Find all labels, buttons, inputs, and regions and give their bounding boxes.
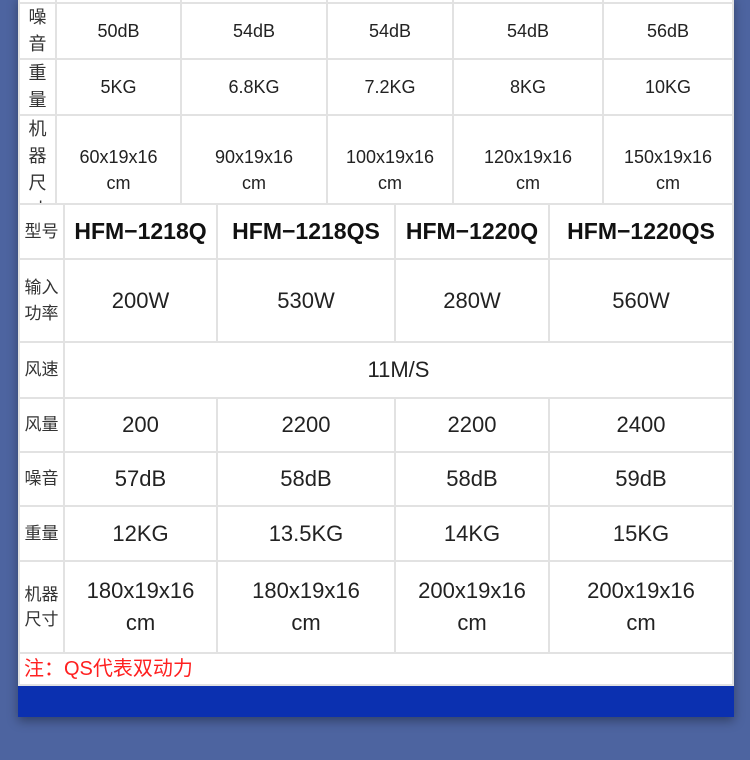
row-label: 机器尺寸: [18, 560, 65, 654]
cell: 58dB: [394, 451, 550, 507]
cell: 58dB: [216, 451, 396, 507]
cell: 6.8KG: [180, 58, 328, 116]
cell: 54dB: [180, 2, 328, 60]
table-row-wind-speed: 风速 11M/S: [18, 341, 734, 399]
cell: 59dB: [548, 451, 734, 507]
cell: 530W: [216, 258, 396, 343]
table-row-noise: 噪音 57dB 58dB 58dB 59dB: [18, 451, 734, 507]
cell: 180x19x16 cm: [63, 560, 218, 654]
cell: 50dB: [55, 2, 182, 60]
table-row-model: 型号 HFM−1218Q HFM−1218QS HFM−1220Q HFM−12…: [18, 203, 734, 260]
model-cell: HFM−1218QS: [216, 203, 396, 260]
table-row-size: 机器 尺寸 180x19x16 cm 180x19x16 cm 200x19x16 cm…: [18, 560, 734, 654]
row-label: 重量: [18, 58, 57, 116]
cell: 12KG: [63, 505, 218, 562]
cell: 54dB: [452, 2, 604, 60]
cell: 15KG: [548, 505, 734, 562]
table-row-air-volume: 风量 200 2200 2200 2400: [18, 397, 734, 453]
cell: 5KG: [55, 58, 182, 116]
table-row-power: 输入 功率 200W 530W 280W 560W: [18, 258, 734, 343]
table-row-note: 注：QS代表双动力: [18, 652, 734, 686]
row-label: 重量: [18, 505, 65, 562]
spec-table-large-models: 型号 HFM−1218Q HFM−1218QS HFM−1220Q HFM−12…: [18, 203, 734, 686]
note-text: 注：QS代表双动力: [18, 652, 734, 686]
cell: 200x19x16 cm: [394, 560, 550, 654]
cell: 57dB: [63, 451, 218, 507]
model-cell: HFM−1220QS: [548, 203, 734, 260]
row-label: 风量: [18, 397, 65, 453]
cell: 8KG: [452, 58, 604, 116]
cell: 180x19x16 cm: [216, 560, 396, 654]
table-row-weight: 重量 12KG 13.5KG 14KG 15KG: [18, 505, 734, 562]
cell: 56dB: [602, 2, 734, 60]
table-row-weight: 重量 5KG 6.8KG 7.2KG 8KG 10KG: [18, 58, 734, 116]
cell: 2400: [548, 397, 734, 453]
model-cell: HFM−1218Q: [63, 203, 218, 260]
row-label: 输入 功率: [18, 258, 65, 343]
cell: 560W: [548, 258, 734, 343]
cell: 7.2KG: [326, 58, 454, 116]
row-label: 噪音: [18, 451, 65, 507]
cell: 2200: [394, 397, 550, 453]
cell: 200: [63, 397, 218, 453]
table-row: [18, 0, 734, 4]
cell: 2200: [216, 397, 396, 453]
cell: 13.5KG: [216, 505, 396, 562]
label-line: 机器: [28, 119, 47, 166]
spec-table-small-models: 噪音 50dB 54dB 54dB 54dB 56dB 重量 5KG 6.8KG…: [18, 0, 734, 226]
cell: 280W: [394, 258, 550, 343]
cell: 200W: [63, 258, 218, 343]
table-row-noise: 噪音 50dB 54dB 54dB 54dB 56dB: [18, 2, 734, 60]
cell: 11M/S: [63, 341, 734, 399]
row-label: 噪音: [18, 2, 57, 60]
cell: 200x19x16 cm: [548, 560, 734, 654]
cell: 14KG: [394, 505, 550, 562]
cell: 10KG: [602, 58, 734, 116]
cell: 54dB: [326, 2, 454, 60]
model-cell: HFM−1220Q: [394, 203, 550, 260]
row-label: 型号: [18, 203, 65, 260]
row-label: 风速: [18, 341, 65, 399]
